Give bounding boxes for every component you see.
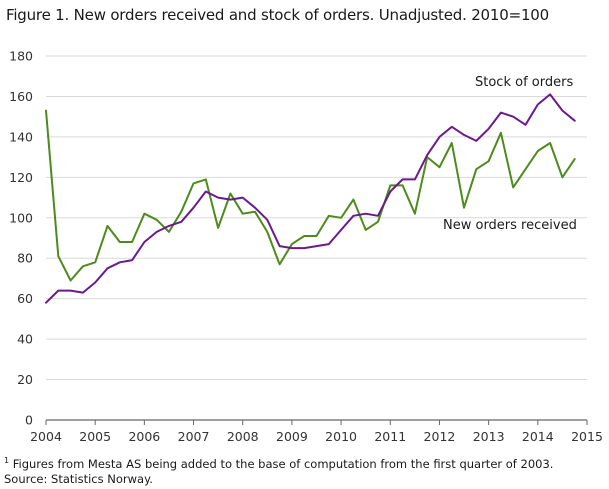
y-tick-label: 140 [9, 129, 33, 144]
y-tick-label: 60 [17, 291, 33, 306]
series-label-new-orders-received: New orders received [443, 218, 577, 233]
footnote-text: Figures from Mesta AS being added to the… [9, 456, 554, 471]
stock-of-orders-line [45, 93, 576, 304]
x-tick-label: 2012 [424, 429, 456, 444]
x-tick-label: 2005 [79, 429, 111, 444]
x-tick-label: 2006 [128, 429, 160, 444]
y-tick-label: 100 [9, 210, 33, 225]
source-note: Source: Statistics Norway. [4, 472, 153, 486]
series-lines [45, 93, 576, 304]
series-label-stock-of-orders: Stock of orders [475, 75, 573, 90]
new-orders-received-line [45, 109, 576, 282]
x-tick-label: 2014 [522, 429, 554, 444]
y-tick-label: 0 [25, 413, 33, 428]
y-tick-label: 20 [17, 372, 33, 387]
y-tick-label: 40 [17, 332, 33, 347]
y-tick-label: 120 [9, 170, 33, 185]
x-axis-ticks: 2004 2005 2006 2007 2008 2009 2010 2011 2012 2013… [30, 420, 603, 444]
y-axis-ticks: 0 20 40 60 80 100 120 140 160 180 [9, 49, 33, 428]
y-tick-label: 180 [9, 49, 33, 64]
footnote: 1 Figures from Mesta AS being added to t… [4, 456, 553, 471]
gridlines [46, 55, 587, 421]
footnote-marker: 1 [4, 456, 10, 465]
x-tick-label: 2007 [178, 429, 210, 444]
x-tick-label: 2004 [30, 429, 62, 444]
x-tick-label: 2013 [473, 429, 505, 444]
y-tick-label: 160 [9, 89, 33, 104]
x-tick-label: 2009 [276, 429, 308, 444]
x-tick-label: 2008 [227, 429, 259, 444]
x-tick-label: 2011 [374, 429, 406, 444]
x-tick-label: 2010 [325, 429, 357, 444]
x-tick-label: 2015 [571, 429, 603, 444]
chart-title: Figure 1. New orders received and stock … [6, 6, 549, 24]
y-tick-label: 80 [17, 251, 33, 266]
